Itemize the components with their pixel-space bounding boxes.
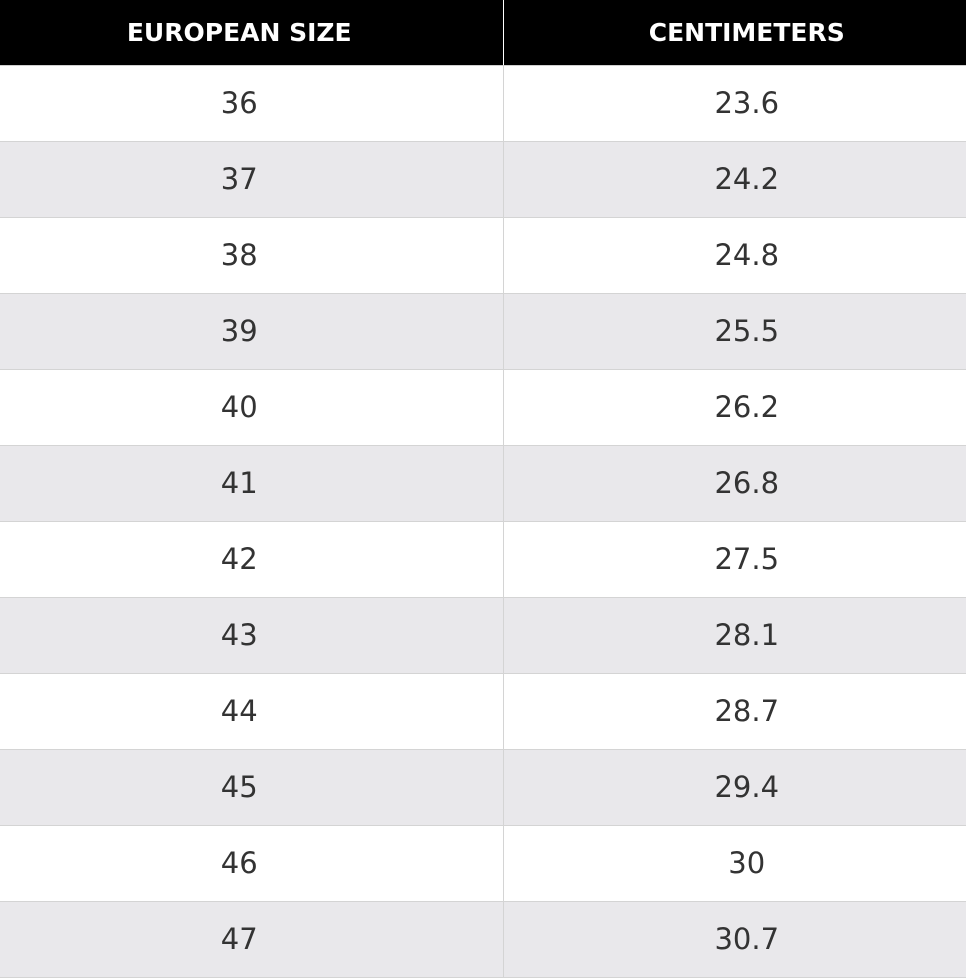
centimeters-cell: 23.6 [502,65,966,142]
table-row: 40 26.2 [0,369,966,446]
european-size-cell: 36 [0,65,503,142]
centimeters-cell: 28.1 [502,597,966,674]
centimeters-cell: 26.8 [502,445,966,522]
centimeters-cell: 26.2 [502,369,966,446]
table-row: 38 24.8 [0,217,966,294]
european-size-cell: 46 [0,825,503,902]
european-size-cell: 38 [0,217,503,294]
european-size-cell: 42 [0,521,503,598]
table-row: 39 25.5 [0,293,966,370]
table-row: 42 27.5 [0,521,966,598]
table-row: 37 24.2 [0,141,966,218]
centimeters-cell: 27.5 [502,521,966,598]
table-row: 46 30 [0,825,966,902]
table-row: 45 29.4 [0,749,966,826]
european-size-cell: 41 [0,445,503,522]
european-size-cell: 37 [0,141,503,218]
european-size-cell: 44 [0,673,503,750]
centimeters-cell: 29.4 [502,749,966,826]
table-row: 36 23.6 [0,65,966,142]
table-row: 43 28.1 [0,597,966,674]
european-size-cell: 43 [0,597,503,674]
european-size-cell: 45 [0,749,503,826]
table-row: 44 28.7 [0,673,966,750]
table-header-row: EUROPEAN SIZE CENTIMETERS [0,0,966,66]
header-european-size: EUROPEAN SIZE [0,0,503,66]
european-size-cell: 39 [0,293,503,370]
centimeters-cell: 25.5 [502,293,966,370]
table-row: 41 26.8 [0,445,966,522]
centimeters-cell: 30 [502,825,966,902]
european-size-cell: 40 [0,369,503,446]
table-row: 47 30.7 [0,901,966,978]
centimeters-cell: 24.8 [502,217,966,294]
european-size-cell: 47 [0,901,503,978]
header-centimeters: CENTIMETERS [502,0,966,66]
centimeters-cell: 30.7 [502,901,966,978]
centimeters-cell: 28.7 [502,673,966,750]
centimeters-cell: 24.2 [502,141,966,218]
